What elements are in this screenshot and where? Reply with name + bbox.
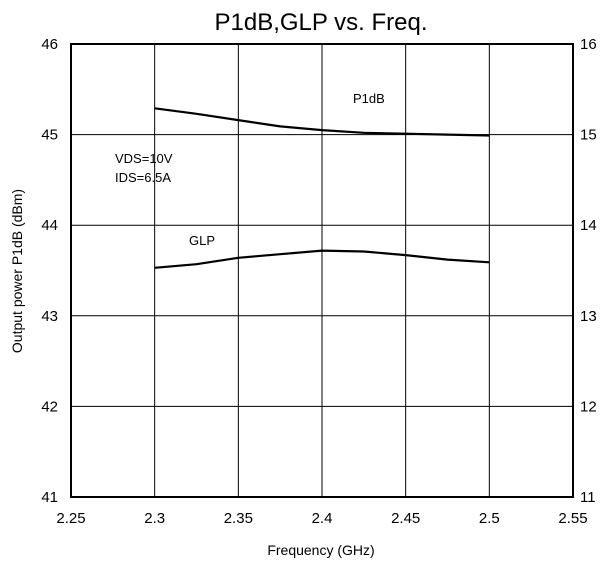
- y2-tick-label: 15: [580, 127, 597, 144]
- annotation-vds: VDS=10V: [115, 151, 173, 166]
- series-line-glp: [154, 249, 490, 269]
- y2-tick-label: 11: [580, 489, 596, 506]
- plot-frame: [70, 43, 574, 498]
- y2-tick-label: 14: [580, 217, 597, 234]
- series-label-glp: GLP: [189, 233, 215, 248]
- y-axis-label: Output power P1dB (dBm): [9, 189, 25, 353]
- chart-title: P1dB,GLP vs. Freq.: [215, 9, 428, 36]
- x-tick-label: 2.55: [558, 510, 587, 527]
- y2-tick-label: 12: [580, 398, 597, 415]
- y-tick-label: 46: [41, 36, 58, 53]
- y2-tick-label: 16: [580, 36, 597, 53]
- y-tick-label: 41: [41, 489, 58, 506]
- y-tick-label: 43: [41, 308, 58, 325]
- series-line-p1db: [154, 107, 490, 137]
- x-tick-label: 2.5: [479, 510, 500, 527]
- x-tick-label: 2.4: [312, 510, 333, 527]
- x-tick-label: 2.25: [56, 510, 85, 527]
- x-tick-label: 2.45: [391, 510, 420, 527]
- x-axis-label: Frequency (GHz): [267, 542, 374, 558]
- grid-lines: [71, 44, 573, 497]
- annotation-ids: IDS=6.5A: [115, 170, 171, 185]
- series-layer: [154, 107, 490, 269]
- y-tick-label: 45: [41, 127, 58, 144]
- series-label-p1db: P1dB: [353, 91, 385, 106]
- y2-tick-label: 13: [580, 308, 597, 325]
- tick-labels: 2.25 2.3 2.35 2.4 2.45 2.5 2.55 41 42 43 44 45 46 11 1…: [41, 36, 596, 527]
- y-tick-label: 44: [41, 217, 58, 234]
- y-tick-label: 42: [41, 398, 58, 415]
- x-tick-label: 2.35: [224, 510, 253, 527]
- x-tick-label: 2.3: [144, 510, 165, 527]
